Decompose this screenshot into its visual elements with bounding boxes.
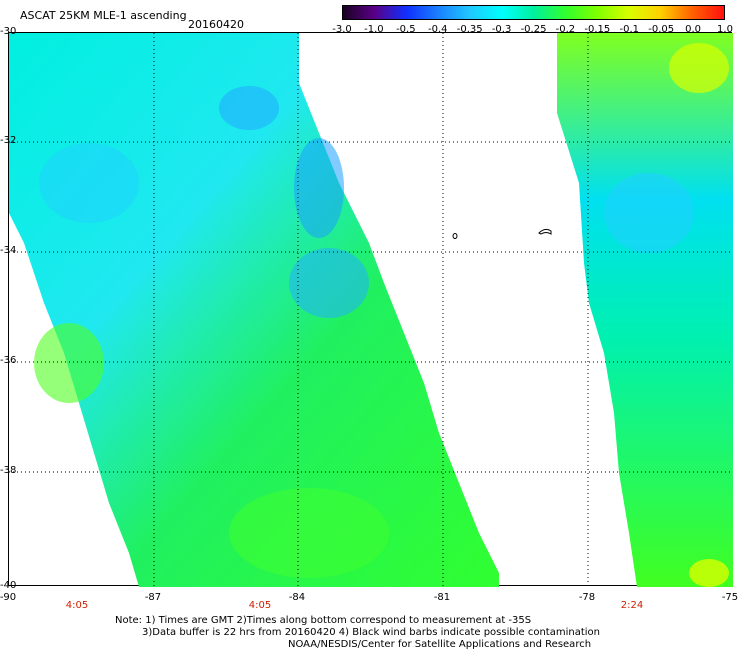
note-line-1: Note: 1) Times are GMT 2)Times along bot… [115,615,532,626]
note-line-3: NOAA/NESDIS/Center for Satellite Applica… [288,639,592,650]
lon-label: -75 [721,592,739,603]
lon-label: -87 [144,592,162,603]
colorbar-tick-label: -0.35 [456,24,483,35]
pass-time: 2:24 [620,600,644,611]
swath-yellow-patch [689,559,729,587]
lon-label: -78 [578,592,596,603]
lon-label: -84 [288,592,306,603]
colorbar-tick-label: -0.25 [520,24,547,35]
colorbar-tick-label: -0.15 [584,24,611,35]
gridlines [9,33,733,587]
lat-label: -30 [0,26,17,37]
pass-time: 4:05 [65,600,89,611]
product-date: 20160420 [188,18,244,31]
colorbar-tick-label: -0.4 [427,24,448,35]
lon-label: -90 [0,592,17,603]
product-title: ASCAT 25KM MLE-1 ascending [20,9,187,22]
colorbar-tick-label: -0.3 [491,24,512,35]
colorbar-tick-label: -1.0 [364,24,384,35]
island [538,228,552,235]
swath-yellow-patch [669,43,729,93]
lat-label: -36 [0,355,17,366]
swath-green-patch [229,488,389,578]
lon-label: -81 [433,592,451,603]
swath-blue-patch [219,86,279,130]
swath-right [557,33,733,587]
colorbar-tick-label: -0.2 [555,24,576,35]
note-line-2: 3)Data buffer is 22 hrs from 20160420 4)… [142,627,600,638]
swath-blue-patch [294,138,344,238]
colorbar [342,5,725,20]
colorbar-tick-label: 0.0 [685,24,702,35]
map-canvas [9,33,733,587]
colorbar-tick-label: -0.05 [648,24,675,35]
lat-label: -38 [0,465,17,476]
colorbar-tick-label: 1.0 [717,24,733,35]
swath-blue-patch [39,143,139,223]
swath-blue-patch [289,248,369,318]
colorbar-tick-label: -0.1 [619,24,640,35]
swath-blue-patch [604,173,694,253]
wind-map [8,32,733,587]
swath-green-patch [34,323,104,403]
island [452,233,458,239]
lat-label: -34 [0,245,17,256]
colorbar-labels: -3.0 -1.0 -0.5 -0.4 -0.35 -0.3 -0.25 -0.2 -0.15-… [0,24,740,38]
lat-label: -32 [0,135,17,146]
colorbar-tick-label: -3.0 [332,24,352,35]
lat-label: -40 [0,580,17,591]
pass-time: 4:05 [248,600,272,611]
colorbar-tick-label: -0.5 [396,24,416,35]
